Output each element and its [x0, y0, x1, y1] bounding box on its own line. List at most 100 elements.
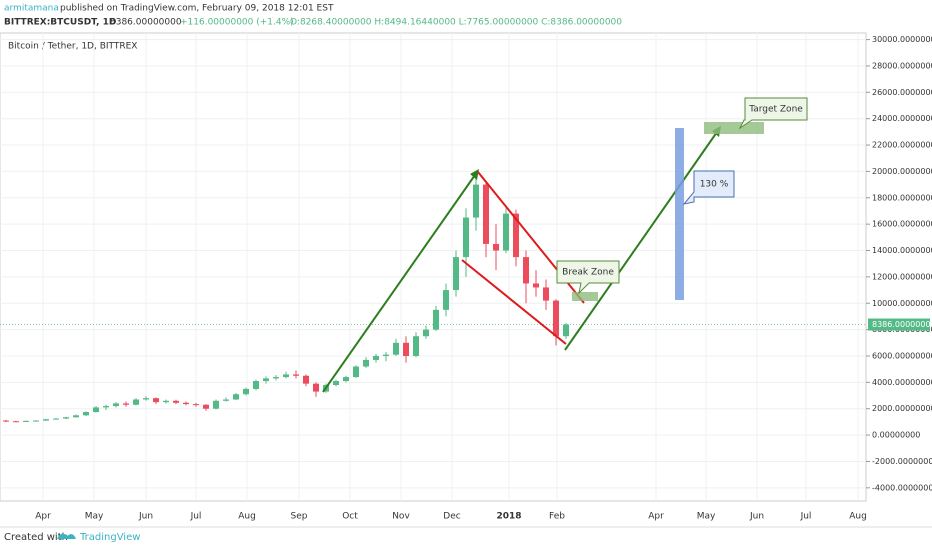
- candle-body: [53, 418, 59, 420]
- y-tick-label: 0.00000000: [872, 431, 920, 440]
- candle-body: [443, 290, 449, 310]
- candle-body: [173, 400, 179, 403]
- candle-body: [243, 388, 249, 395]
- trend-arrow: [564, 131, 718, 351]
- candle-body: [113, 403, 119, 407]
- y-tick-label: 22000.00000000: [872, 141, 932, 150]
- last-price-label: 8386.00000000: [872, 320, 932, 329]
- candle-body: [13, 421, 19, 423]
- publisher[interactable]: armitamana: [4, 4, 59, 14]
- x-tick-label: Aug: [238, 512, 256, 522]
- candle-body: [533, 283, 539, 288]
- candle-body: [373, 355, 379, 360]
- x-tick-label: Jul: [800, 512, 812, 522]
- x-tick-label: May: [697, 512, 716, 522]
- candle-body: [483, 184, 489, 244]
- candle-body: [23, 420, 29, 422]
- candle-body: [273, 377, 279, 379]
- candle-body: [313, 383, 319, 392]
- trend-arrow: [322, 174, 476, 393]
- candle-body: [343, 377, 349, 382]
- candle-body: [183, 402, 189, 405]
- x-tick-label: Dec: [443, 512, 460, 522]
- candle-body: [83, 412, 89, 416]
- candle-body: [73, 415, 79, 418]
- candle-body: [523, 257, 529, 284]
- callout: [682, 170, 735, 205]
- measure-bar: [675, 128, 684, 300]
- candle-body: [413, 336, 419, 356]
- candle-body: [123, 403, 129, 405]
- x-tick-label: Apr: [648, 512, 664, 522]
- candle-body: [3, 420, 9, 422]
- x-tick-label: 2018: [496, 512, 521, 522]
- y-tick-label: 4000.00000000: [872, 378, 932, 387]
- candle-body: [103, 406, 109, 408]
- y-tick-label: 18000.00000000: [872, 193, 932, 202]
- candle-body: [403, 342, 409, 356]
- candle-body: [33, 420, 39, 422]
- callout: [738, 97, 808, 130]
- candle-body: [453, 257, 459, 291]
- y-tick-label: 24000.00000000: [872, 114, 932, 123]
- candle-body: [363, 359, 369, 367]
- x-tick-label: Sep: [291, 512, 308, 522]
- y-tick-label: 30000.00000000: [872, 35, 932, 44]
- y-tick-label: 28000.00000000: [872, 61, 932, 70]
- channel-line: [461, 259, 567, 345]
- candle-body: [163, 400, 169, 403]
- candle-body: [563, 324, 569, 337]
- candle-body: [193, 404, 199, 406]
- y-tick-label: -2000.00000000: [872, 457, 932, 466]
- candle-body: [513, 213, 519, 258]
- candle-body: [303, 375, 309, 384]
- y-tick-label: 12000.00000000: [872, 272, 932, 281]
- published: published on TradingView.com, February 0…: [60, 4, 334, 14]
- y-tick-label: 6000.00000000: [872, 351, 932, 360]
- y-tick-label: 10000.00000000: [872, 299, 932, 308]
- candle-body: [133, 399, 139, 405]
- x-tick-label: Jun: [138, 512, 153, 522]
- arrow-head: [470, 169, 479, 180]
- candle-body: [383, 354, 389, 356]
- x-tick-label: Nov: [392, 512, 410, 522]
- last-price-tag: [868, 318, 930, 331]
- candle-body: [493, 243, 499, 251]
- candle-body: [353, 366, 359, 378]
- candle-body: [253, 381, 259, 389]
- y-tick-label: -4000.00000000: [872, 483, 932, 492]
- x-tick-label: Oct: [342, 512, 358, 522]
- x-tick-label: Apr: [35, 512, 51, 522]
- plot-frame: [0, 32, 867, 502]
- change: +116.00000000 (+1.4%): [180, 18, 294, 28]
- candle-body: [433, 309, 439, 330]
- candle-body: [473, 184, 479, 218]
- annotation: 130 %: [700, 180, 729, 190]
- chart-title: Bitcoin / Tether, 1D, BITTREX: [8, 42, 137, 52]
- candle-body: [223, 399, 229, 401]
- annotation: Target Zone: [748, 105, 803, 115]
- y-tick-label: 16000.00000000: [872, 220, 932, 229]
- annotation: Break Zone: [562, 268, 614, 278]
- candle-body: [203, 404, 209, 409]
- callout: [556, 260, 620, 295]
- ohlc: O:8268.40000000 H:8494.16440000 L:7765.0…: [290, 18, 622, 28]
- candle-body: [293, 374, 299, 376]
- logo: [57, 533, 76, 539]
- y-tick-label: 14000.00000000: [872, 246, 932, 255]
- candle-body: [463, 217, 469, 258]
- candle-body: [553, 300, 559, 337]
- footer-brand[interactable]: TradingView: [79, 532, 140, 543]
- candle-body: [43, 419, 49, 421]
- x-tick-label: Jul: [190, 512, 202, 522]
- candle-body: [233, 394, 239, 400]
- candle-body: [63, 417, 69, 419]
- y-tick-label: 20000.00000000: [872, 167, 932, 176]
- candle-body: [423, 329, 429, 337]
- last-price: 8386.00000000: [110, 18, 182, 28]
- symbol: BITTREX:BTCUSDT, 1D: [4, 18, 116, 28]
- y-tick-label: 2000.00000000: [872, 404, 932, 413]
- candle-body: [143, 398, 149, 400]
